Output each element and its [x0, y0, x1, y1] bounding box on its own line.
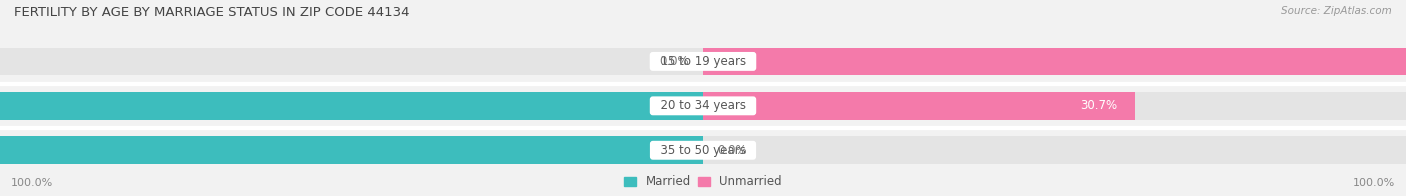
Bar — [0, 136, 703, 164]
Text: 0.0%: 0.0% — [659, 55, 689, 68]
Text: 35 to 50 years: 35 to 50 years — [652, 144, 754, 157]
Text: 100.0%: 100.0% — [1353, 178, 1395, 188]
Text: Source: ZipAtlas.com: Source: ZipAtlas.com — [1281, 6, 1392, 16]
Bar — [0, 92, 1406, 120]
Text: 30.7%: 30.7% — [1081, 99, 1118, 112]
Text: 15 to 19 years: 15 to 19 years — [652, 55, 754, 68]
Bar — [703, 92, 1135, 120]
Text: 20 to 34 years: 20 to 34 years — [652, 99, 754, 112]
Bar — [0, 136, 1406, 164]
Legend: Married, Unmarried: Married, Unmarried — [624, 175, 782, 188]
Bar — [703, 48, 1406, 75]
Bar — [0, 48, 1406, 75]
Text: 100.0%: 100.0% — [11, 178, 53, 188]
Text: 0.0%: 0.0% — [717, 144, 747, 157]
Text: FERTILITY BY AGE BY MARRIAGE STATUS IN ZIP CODE 44134: FERTILITY BY AGE BY MARRIAGE STATUS IN Z… — [14, 6, 409, 19]
Bar — [0, 92, 703, 120]
